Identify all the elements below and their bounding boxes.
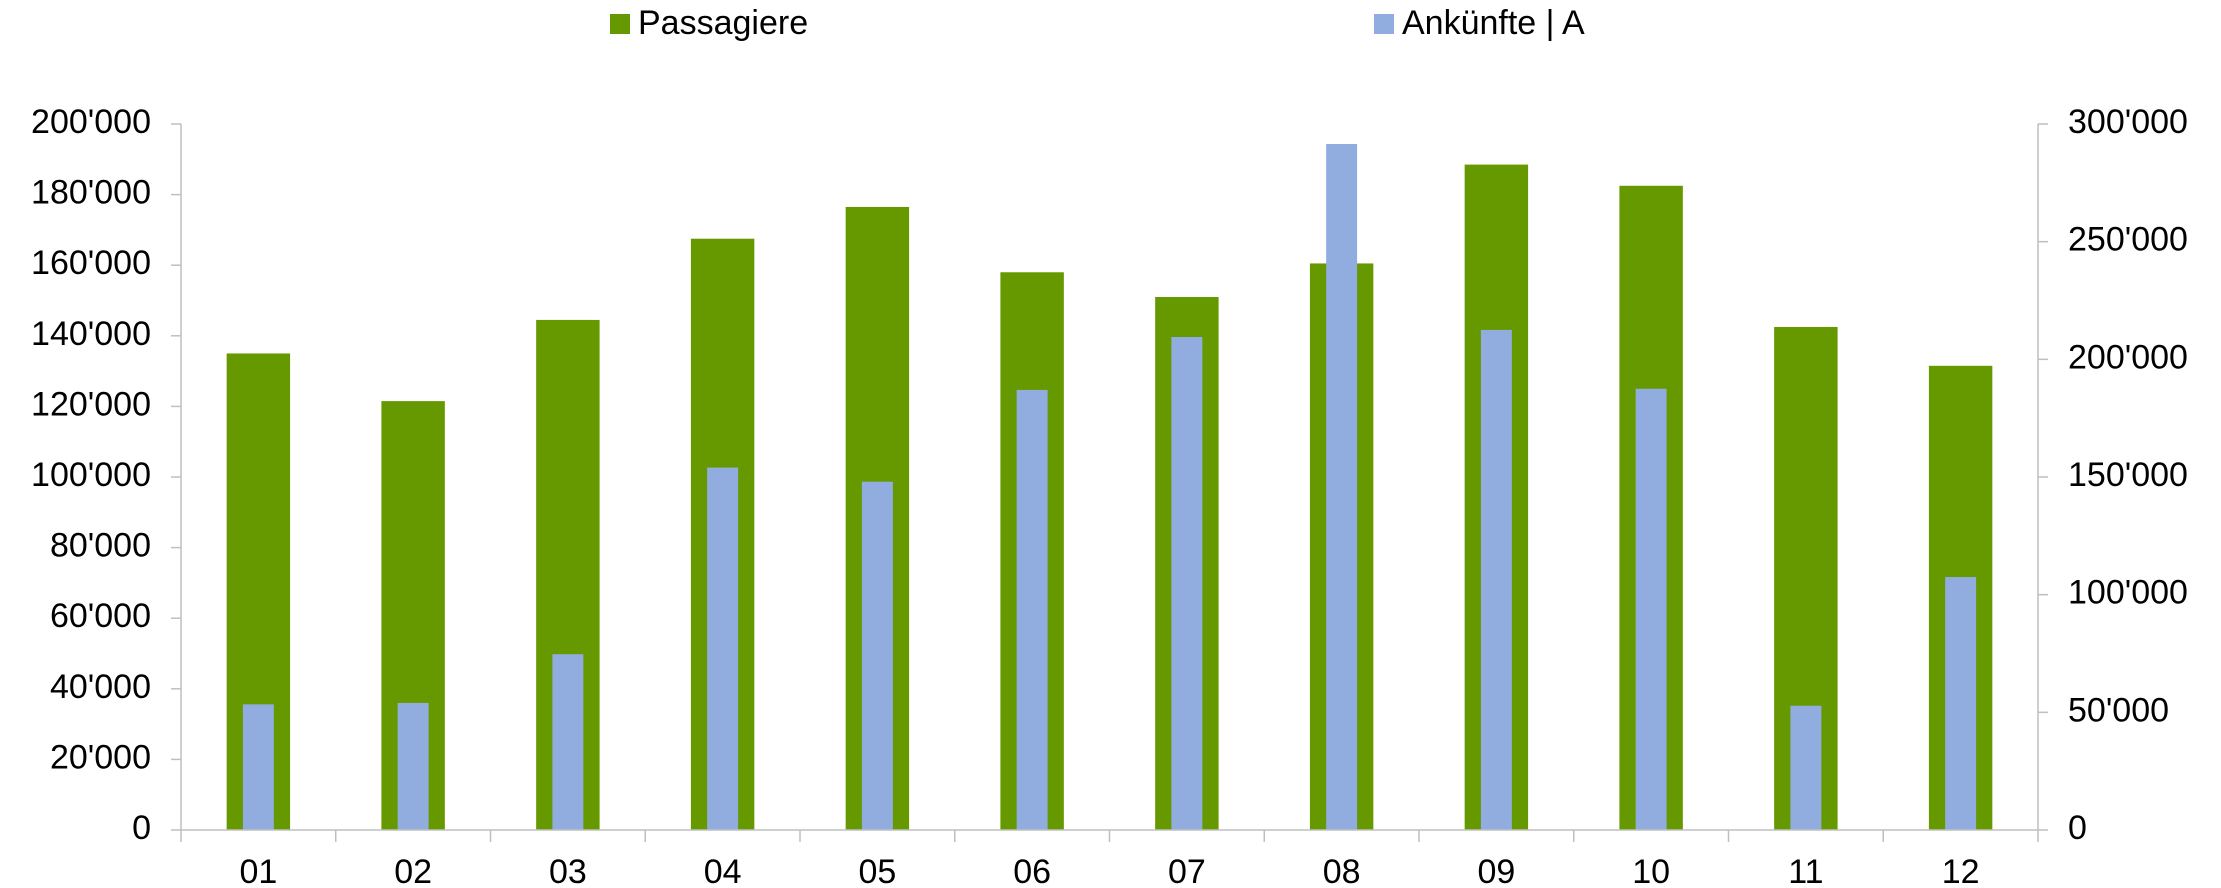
x-tick-label: 10 bbox=[1632, 853, 1670, 888]
bar bbox=[242, 704, 274, 830]
bar bbox=[707, 467, 739, 830]
bar bbox=[1945, 577, 1977, 830]
y-tick-label: 0 bbox=[132, 809, 151, 847]
bar bbox=[1635, 388, 1667, 830]
x-tick-label: 01 bbox=[239, 853, 277, 888]
bar bbox=[552, 654, 584, 830]
bar bbox=[1326, 144, 1358, 831]
bar bbox=[1171, 336, 1203, 830]
y2-tick-label: 150'000 bbox=[2068, 456, 2188, 494]
x-tick-label: 09 bbox=[1477, 853, 1515, 888]
legend-swatch bbox=[1374, 14, 1394, 34]
x-tick-label: 12 bbox=[1942, 853, 1980, 888]
y2-tick-label: 100'000 bbox=[2068, 574, 2188, 612]
bar bbox=[397, 702, 429, 830]
legend-label: Passagiere bbox=[638, 4, 808, 42]
legend-label: Ankünfte | A bbox=[1402, 4, 1585, 42]
bar bbox=[861, 481, 893, 830]
y-tick-label: 140'000 bbox=[31, 315, 151, 353]
legend-swatch bbox=[610, 14, 630, 34]
y-tick-label: 160'000 bbox=[31, 244, 151, 282]
y2-tick-label: 200'000 bbox=[2068, 338, 2188, 376]
y2-tick-label: 0 bbox=[2068, 809, 2087, 847]
x-tick-label: 05 bbox=[858, 853, 896, 888]
x-tick-label: 06 bbox=[1013, 853, 1051, 888]
x-tick-label: 11 bbox=[1788, 853, 1823, 888]
y-tick-label: 20'000 bbox=[50, 738, 151, 776]
x-tick-label: 07 bbox=[1168, 853, 1206, 888]
x-tick-label: 08 bbox=[1323, 853, 1361, 888]
y2-tick-label: 50'000 bbox=[2068, 691, 2169, 729]
y-tick-label: 60'000 bbox=[50, 597, 151, 635]
y2-tick-label: 300'000 bbox=[2068, 103, 2188, 141]
y-tick-label: 120'000 bbox=[31, 385, 151, 423]
x-tick-label: 03 bbox=[549, 853, 587, 888]
y2-tick-label: 250'000 bbox=[2068, 221, 2188, 259]
y-tick-label: 100'000 bbox=[31, 456, 151, 494]
bar bbox=[1480, 329, 1512, 830]
x-tick-label: 02 bbox=[394, 853, 432, 888]
x-tick-label: 04 bbox=[704, 853, 742, 888]
y-tick-label: 80'000 bbox=[50, 527, 151, 565]
y-tick-label: 200'000 bbox=[31, 103, 151, 141]
bar bbox=[1016, 389, 1048, 830]
y-tick-label: 40'000 bbox=[50, 668, 151, 706]
bar bbox=[1790, 705, 1822, 830]
y-tick-label: 180'000 bbox=[31, 174, 151, 212]
